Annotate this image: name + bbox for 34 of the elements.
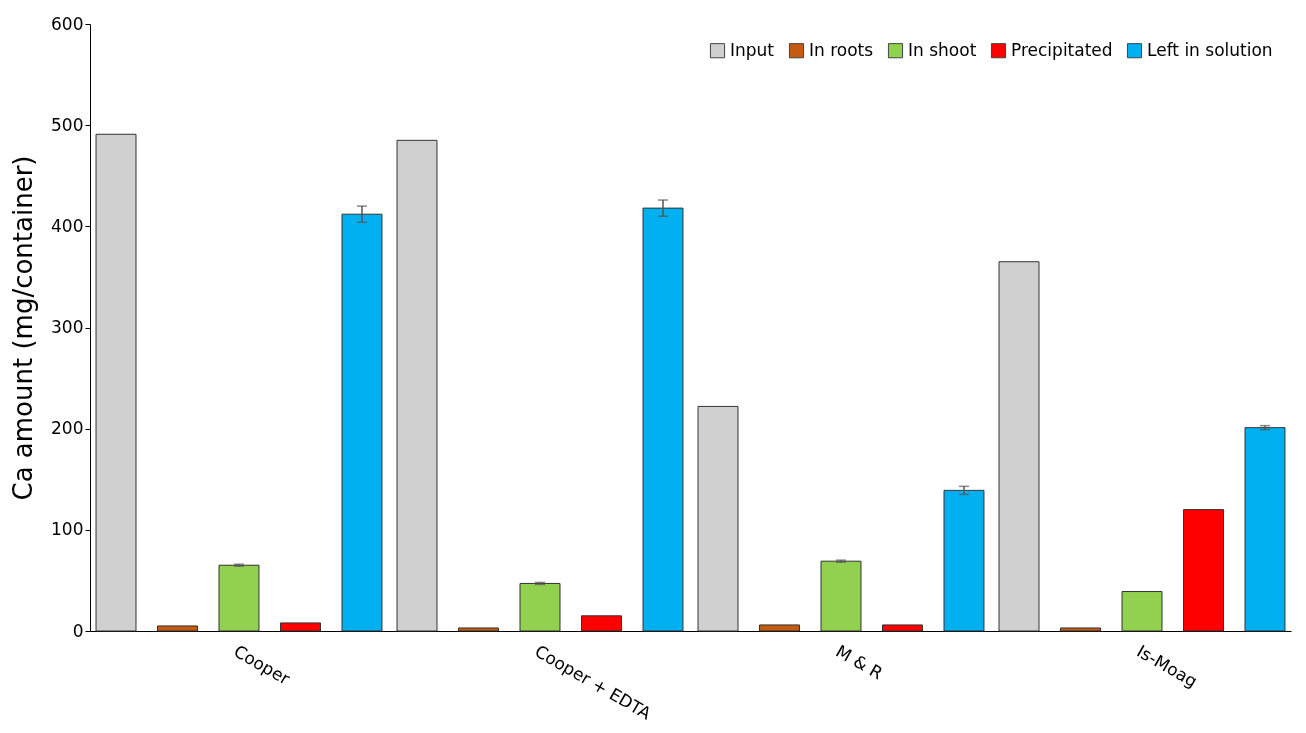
bar — [998, 261, 1040, 632]
legend-label: Input — [730, 39, 775, 60]
y-tick-label: 400 — [51, 215, 84, 236]
bar — [157, 625, 198, 632]
legend-label: Left in solution — [1147, 39, 1273, 60]
bar — [1060, 627, 1101, 632]
bar — [1121, 591, 1163, 632]
bar — [1244, 427, 1286, 632]
bar — [218, 564, 260, 632]
y-tick-label: 300 — [51, 317, 84, 337]
bar — [581, 615, 622, 632]
y-tick-label: 500 — [51, 114, 84, 135]
x-tick-label: M & R — [832, 640, 887, 684]
bar — [396, 139, 438, 632]
bar — [95, 133, 137, 632]
y-tick-label: 600 — [51, 13, 84, 34]
bar — [820, 560, 862, 632]
legend-label: Precipitated — [1011, 39, 1113, 60]
bar — [519, 582, 561, 632]
y-tick-label: 100 — [51, 519, 84, 540]
bar — [943, 489, 985, 632]
bar — [882, 624, 923, 632]
y-axis-title: Ca amount (mg/container) — [8, 155, 39, 501]
y-tick-label: 200 — [51, 418, 84, 439]
bar — [341, 213, 383, 632]
bar — [642, 207, 684, 632]
bar — [458, 627, 499, 632]
bar — [759, 624, 800, 632]
bar — [280, 622, 321, 632]
legend-label: In shoot — [908, 39, 977, 60]
bar — [697, 405, 739, 632]
y-tick-label: 0 — [72, 620, 84, 641]
bar — [1183, 509, 1224, 632]
legend-label: In roots — [809, 39, 874, 60]
